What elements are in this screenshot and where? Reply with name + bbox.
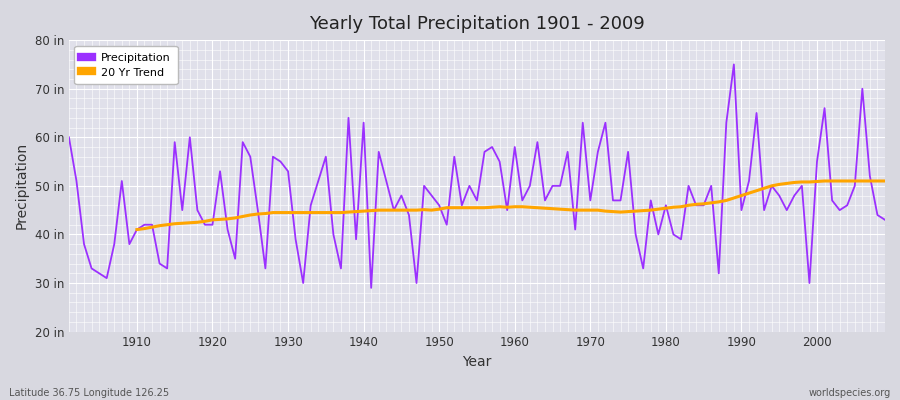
Precipitation — [517, 198, 527, 203]
20 Yr Trend — [275, 210, 286, 215]
Line: Precipitation: Precipitation — [69, 64, 885, 288]
Text: worldspecies.org: worldspecies.org — [809, 388, 891, 398]
Text: Latitude 36.75 Longitude 126.25: Latitude 36.75 Longitude 126.25 — [9, 388, 169, 398]
Precipitation — [879, 218, 890, 222]
20 Yr Trend — [879, 178, 890, 183]
20 Yr Trend — [819, 178, 830, 183]
Precipitation — [365, 286, 376, 290]
Precipitation — [336, 266, 346, 271]
Precipitation — [728, 62, 739, 67]
20 Yr Trend — [305, 210, 316, 215]
Legend: Precipitation, 20 Yr Trend: Precipitation, 20 Yr Trend — [75, 46, 177, 84]
Precipitation — [509, 144, 520, 149]
Title: Yearly Total Precipitation 1901 - 2009: Yearly Total Precipitation 1901 - 2009 — [309, 15, 644, 33]
X-axis label: Year: Year — [463, 355, 491, 369]
Precipitation — [290, 237, 301, 242]
Line: 20 Yr Trend: 20 Yr Trend — [137, 181, 885, 230]
Precipitation — [124, 242, 135, 246]
20 Yr Trend — [131, 227, 142, 232]
20 Yr Trend — [850, 178, 860, 183]
20 Yr Trend — [827, 178, 838, 183]
Y-axis label: Precipitation: Precipitation — [15, 142, 29, 230]
20 Yr Trend — [517, 204, 527, 209]
20 Yr Trend — [577, 208, 588, 212]
Precipitation — [64, 135, 75, 140]
Precipitation — [608, 198, 618, 203]
